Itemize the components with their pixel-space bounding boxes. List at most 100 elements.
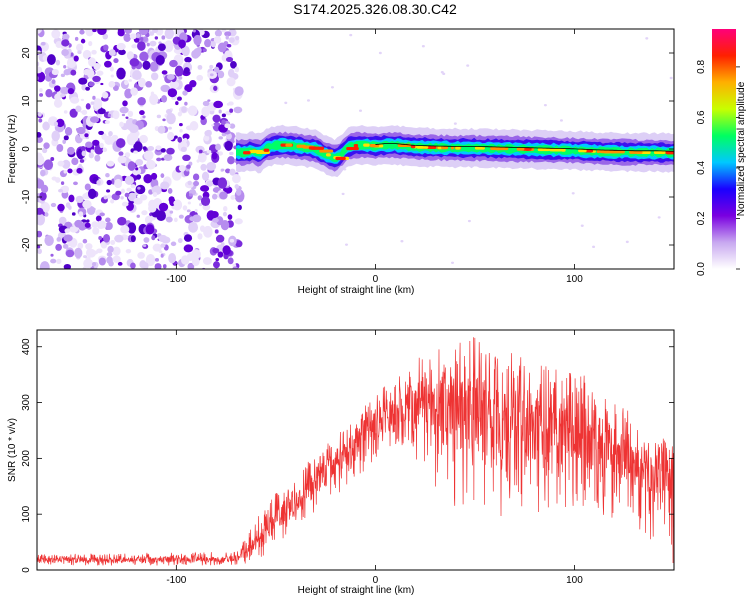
snr-y-tick-label: 100 xyxy=(21,505,32,522)
noise-blob xyxy=(113,58,119,64)
noise-blob xyxy=(37,213,46,226)
noise-blob xyxy=(178,214,184,219)
spectrogram-x-tick-label: 0 xyxy=(373,274,379,285)
noise-blob xyxy=(99,142,104,149)
noise-blob xyxy=(284,101,288,105)
noise-blob xyxy=(56,258,62,265)
noise-blob xyxy=(166,112,176,125)
noise-blob xyxy=(210,41,217,48)
noise-blob xyxy=(179,123,183,127)
noise-blob xyxy=(118,151,124,156)
noise-blob xyxy=(142,115,146,119)
noise-blob xyxy=(79,159,85,163)
noise-blob xyxy=(98,236,102,240)
signal-core-segment xyxy=(335,156,346,161)
noise-blob xyxy=(139,51,149,62)
noise-blob xyxy=(203,134,210,142)
signal-core-segment xyxy=(455,146,461,150)
noise-blob xyxy=(78,77,88,85)
noise-blob xyxy=(92,227,100,235)
noise-blob xyxy=(70,96,80,104)
noise-blob xyxy=(117,29,125,37)
noise-blob xyxy=(71,212,76,216)
noise-blob xyxy=(63,135,69,141)
noise-blob xyxy=(165,108,173,115)
noise-blob xyxy=(170,241,177,247)
noise-blob xyxy=(131,44,138,49)
noise-blob xyxy=(206,149,212,154)
colorbar-gradient xyxy=(712,29,736,269)
noise-blob xyxy=(129,33,138,40)
noise-blob xyxy=(143,174,153,184)
noise-blob xyxy=(82,49,92,60)
colorbar-tick-label: 0.4 xyxy=(696,161,707,175)
noise-blob xyxy=(76,167,83,174)
noise-blob xyxy=(233,106,243,114)
noise-blob xyxy=(55,59,61,66)
noise-blob xyxy=(221,119,226,126)
noise-blob xyxy=(89,116,100,123)
noise-blob xyxy=(359,109,363,112)
noise-blob xyxy=(141,36,149,42)
noise-blob xyxy=(106,252,113,257)
noise-blob xyxy=(86,248,96,258)
noise-blob xyxy=(102,147,108,153)
noise-blob xyxy=(169,210,174,214)
noise-blob xyxy=(167,131,175,141)
noise-blob xyxy=(64,228,71,234)
noise-blob xyxy=(229,151,234,156)
noise-blob xyxy=(152,243,162,252)
noise-blob xyxy=(201,171,210,181)
noise-blob xyxy=(139,134,148,144)
noise-blob xyxy=(115,190,122,196)
noise-blob xyxy=(130,262,136,269)
noise-blob xyxy=(37,112,42,117)
noise-blob xyxy=(94,154,101,162)
noise-blob xyxy=(120,196,124,200)
noise-blob xyxy=(183,67,190,75)
noise-blob xyxy=(166,73,175,81)
noise-blob xyxy=(133,141,143,153)
noise-blob xyxy=(191,249,201,260)
noise-blob xyxy=(218,136,223,140)
noise-blob xyxy=(103,44,109,51)
noise-blob xyxy=(180,146,187,152)
noise-blob xyxy=(88,81,95,87)
colorbar: 0.0 0.2 0.4 0.6 0.8 Normalized spectral ampl… xyxy=(696,29,747,276)
noise-blob xyxy=(215,258,220,262)
noise-blob xyxy=(80,98,85,102)
noise-blob xyxy=(168,126,172,130)
noise-blob xyxy=(341,192,345,196)
signal-core-segment xyxy=(450,146,455,150)
noise-blob xyxy=(149,40,157,47)
noise-blob xyxy=(213,66,220,74)
signal-core-segment xyxy=(410,145,416,149)
snr-y-tick-label: 300 xyxy=(21,394,32,411)
noise-blob xyxy=(149,61,159,72)
noise-blob xyxy=(150,72,159,81)
signal-core-segment xyxy=(665,151,671,155)
noise-blob xyxy=(155,54,165,66)
noise-blob xyxy=(223,205,228,212)
noise-blob xyxy=(210,210,219,219)
noise-blob xyxy=(202,48,207,53)
signal-core-segment xyxy=(629,150,643,154)
noise-blob xyxy=(202,257,212,265)
noise-blob xyxy=(74,219,83,228)
noise-blob xyxy=(44,235,54,247)
noise-blob xyxy=(78,211,84,217)
snr-y-ticks: 0 100 200 300 400 xyxy=(21,338,674,573)
noise-blob xyxy=(197,152,207,163)
noise-blob xyxy=(37,136,43,143)
noise-blob xyxy=(169,59,178,68)
noise-blob xyxy=(197,233,203,240)
figure-title: S174.2025.326.08.30.C42 xyxy=(293,1,457,17)
spectrogram-signal-band xyxy=(236,124,674,178)
noise-blob xyxy=(130,235,136,243)
noise-blob xyxy=(592,245,596,249)
noise-blob xyxy=(163,154,173,161)
noise-blob xyxy=(188,193,193,197)
noise-blob xyxy=(84,183,91,191)
signal-center-line xyxy=(375,143,674,152)
noise-blob xyxy=(108,49,116,57)
